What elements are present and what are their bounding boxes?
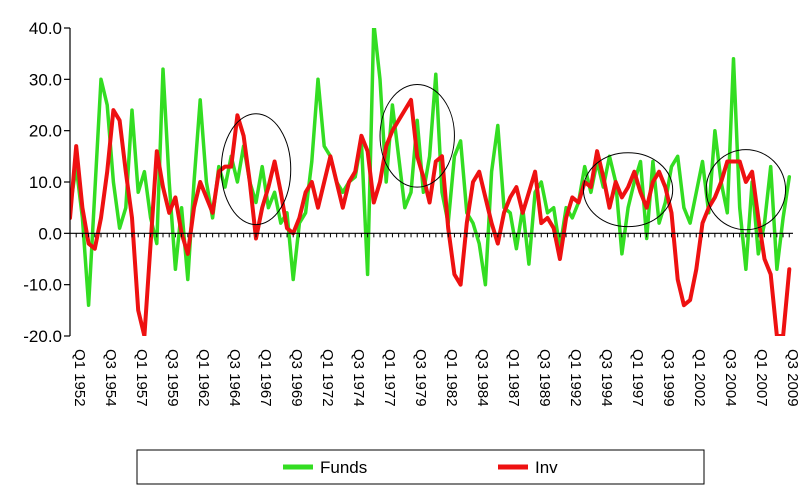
- x-tick-label: Q3 2004: [722, 349, 739, 407]
- legend: Funds Inv: [136, 449, 705, 485]
- y-tick-label: 40.0: [29, 19, 62, 38]
- x-tick-label: Q1 1992: [567, 349, 584, 407]
- legend-frame: [136, 449, 705, 485]
- y-tick-label: -20.0: [23, 327, 62, 346]
- highlight-ellipse: [220, 113, 292, 226]
- x-tick-label: Q3 1984: [474, 349, 491, 407]
- x-tick-label: Q1 2007: [753, 349, 770, 407]
- y-tick-label: 30.0: [29, 70, 62, 89]
- x-tick-label: Q3 1974: [350, 349, 367, 407]
- y-tick-label: 10.0: [29, 173, 62, 192]
- x-tick-label: Q3 1954: [102, 349, 119, 407]
- highlight-ellipse: [379, 83, 455, 188]
- x-tick-label: Q1 1972: [319, 349, 336, 407]
- y-tick-label: 0.0: [38, 224, 62, 243]
- x-tick-label: Q3 1999: [660, 349, 677, 407]
- x-tick-label: Q3 2009: [784, 349, 800, 407]
- y-axis: 40.0 30.0 20.0 10.0 0.0 -10.0 -20.0: [23, 19, 71, 346]
- x-tick-label: Q1 1962: [195, 349, 212, 407]
- x-tick-label: Q1 2002: [691, 349, 708, 407]
- highlight-ellipse: [705, 149, 787, 231]
- y-tick-label: 20.0: [29, 122, 62, 141]
- x-tick-label: Q3 1959: [164, 349, 181, 407]
- legend-label-inv: Inv: [535, 458, 558, 477]
- x-tick-label: Q1 1997: [629, 349, 646, 407]
- x-tick-label: Q3 1969: [288, 349, 305, 407]
- x-tick-label: Q1 1967: [257, 349, 274, 407]
- y-tick-label: -10.0: [23, 276, 62, 295]
- x-tick-label: Q3 1994: [598, 349, 615, 407]
- x-axis: Q1 1952 Q3 1954 Q1 1957 Q3 1959 Q1 1962 Q3 19…: [69, 232, 800, 407]
- x-tick-label: Q3 1979: [412, 349, 429, 407]
- highlight-ellipses: [220, 83, 787, 231]
- x-tick-label: Q1 1977: [381, 349, 398, 407]
- x-tick-label: Q1 1982: [443, 349, 460, 407]
- legend-label-funds: Funds: [320, 458, 367, 477]
- x-tick-label: Q3 1989: [536, 349, 553, 407]
- x-tick-label: Q1 1952: [71, 349, 88, 407]
- x-tick-label: Q1 1987: [505, 349, 522, 407]
- highlight-ellipse: [582, 152, 674, 228]
- x-tick-label: Q3 1964: [226, 349, 243, 407]
- x-tick-label: Q1 1957: [133, 349, 150, 407]
